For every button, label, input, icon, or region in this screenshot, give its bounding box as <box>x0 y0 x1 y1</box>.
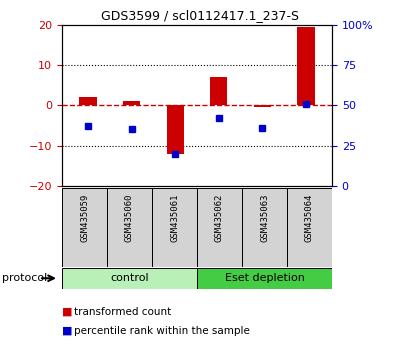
Bar <box>107 188 152 267</box>
Bar <box>197 188 242 267</box>
Text: GDS3599 / scl0112417.1_237-S: GDS3599 / scl0112417.1_237-S <box>101 9 299 22</box>
Bar <box>210 77 228 105</box>
Bar <box>152 188 197 267</box>
Bar <box>62 268 197 289</box>
Bar <box>80 97 97 105</box>
Text: GSM435061: GSM435061 <box>170 194 179 242</box>
Bar <box>287 188 332 267</box>
Bar <box>254 105 271 107</box>
Bar <box>242 188 287 267</box>
Text: protocol: protocol <box>2 273 47 283</box>
Bar <box>62 188 107 267</box>
Text: control: control <box>110 273 149 283</box>
Text: percentile rank within the sample: percentile rank within the sample <box>74 326 250 336</box>
Text: GSM435060: GSM435060 <box>125 194 134 242</box>
Text: GSM435064: GSM435064 <box>305 194 314 242</box>
Text: GSM435062: GSM435062 <box>215 194 224 242</box>
Bar <box>166 105 184 154</box>
Text: ■: ■ <box>62 326 72 336</box>
Text: ■: ■ <box>62 307 72 316</box>
Text: GSM435063: GSM435063 <box>260 194 269 242</box>
Bar <box>297 27 314 105</box>
Text: GSM435059: GSM435059 <box>80 194 89 242</box>
Bar <box>123 101 140 105</box>
Bar <box>197 268 332 289</box>
Text: Eset depletion: Eset depletion <box>224 273 304 283</box>
Text: transformed count: transformed count <box>74 307 171 316</box>
